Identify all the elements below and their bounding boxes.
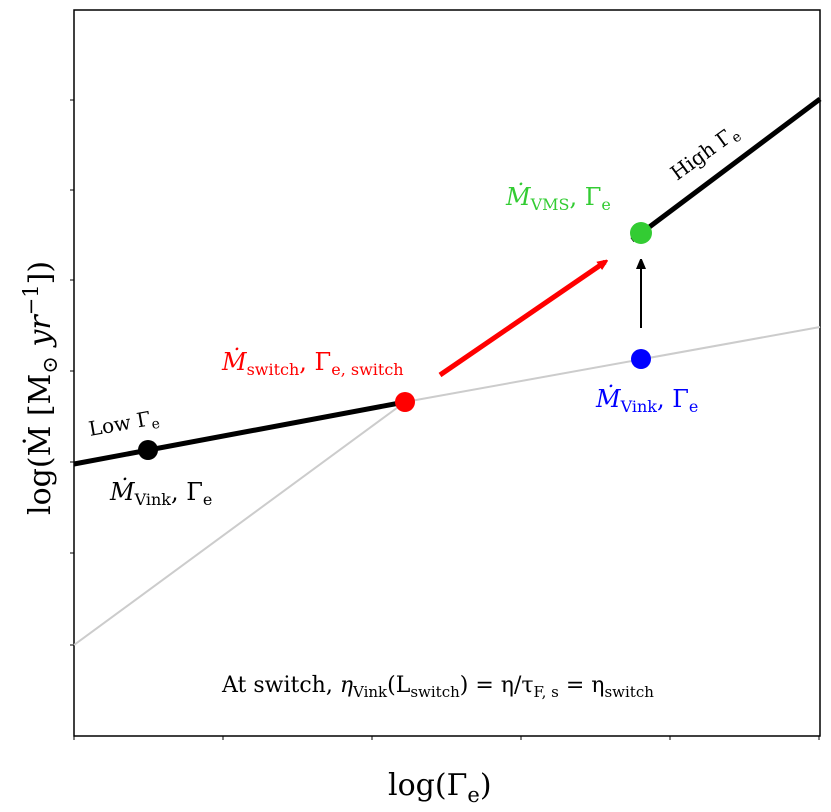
faint-steep-extension-line [73,401,406,646]
switch-to-vms-arrow [438,262,605,378]
switch-label: Ṁswitch, Γe, switch [221,347,404,379]
faint-vink-extension-line [404,326,821,403]
vink-low-label: ṀVink, Γe [109,477,212,509]
x-axis-label: log(Γe) [388,768,492,807]
vink-high-label: ṀVink, Γe [595,384,698,416]
vink-high-point [631,349,651,369]
high-gamma-line [630,97,822,242]
low-gamma-line [73,399,406,467]
plot-frame [73,9,821,737]
vink-low-point [138,440,158,460]
vms-point [630,222,652,244]
y-axis-label: log(Ṁ [M⊙ yr−1]) [19,261,62,515]
vms-label: ṀVMS, Γe [505,182,611,214]
axis-ticks [70,99,820,740]
high-gamma-label: High Γe [666,120,745,188]
low-gamma-label: Low Γe [87,405,162,444]
switch-point [395,392,415,412]
switch-condition-equation: At switch, ηVink(Lswitch) = η/τF, s = ηs… [221,673,654,701]
